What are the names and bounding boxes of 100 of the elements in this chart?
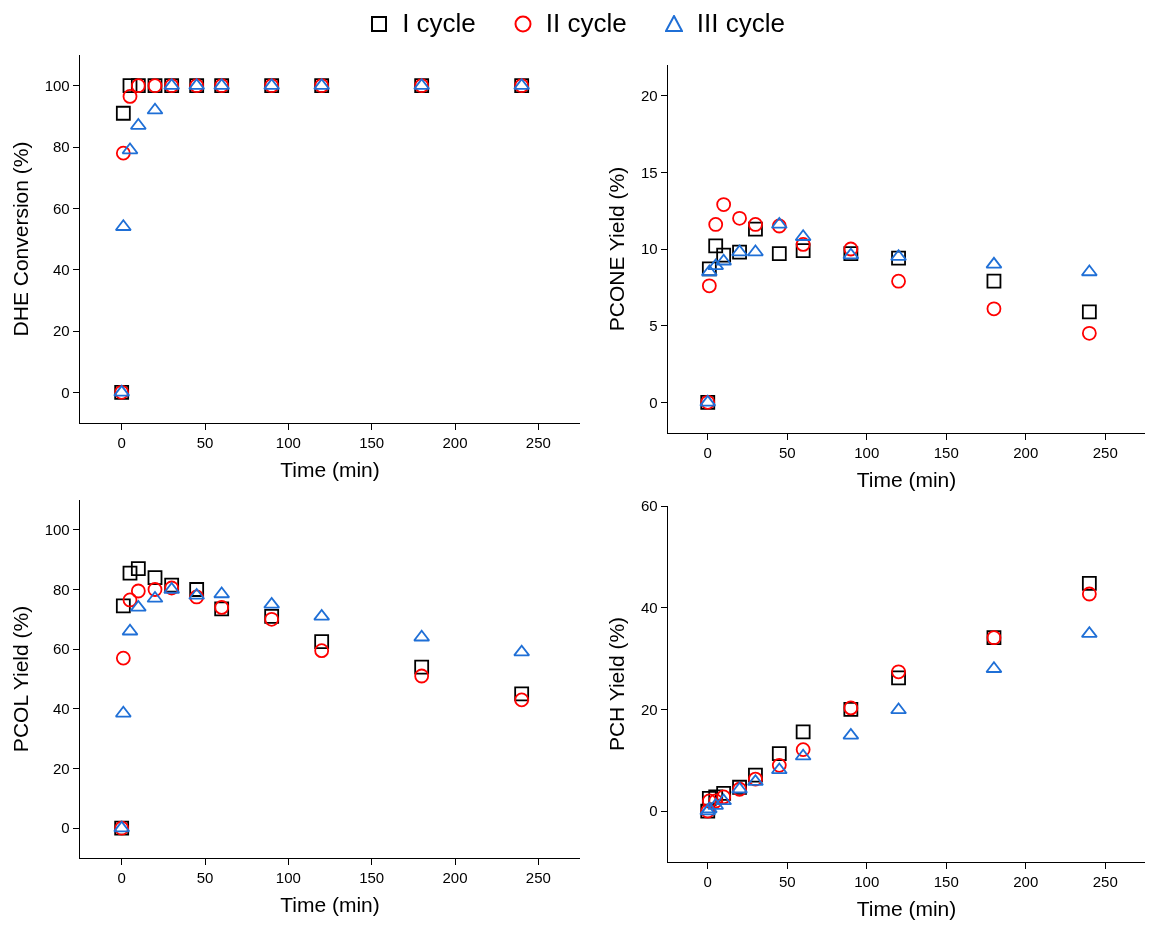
- point: [1081, 325, 1097, 341]
- point: [313, 608, 331, 621]
- point: [795, 742, 811, 757]
- point: [842, 727, 860, 740]
- point: [986, 273, 1002, 289]
- y-tick-label: 20: [53, 759, 70, 777]
- point: [891, 664, 906, 680]
- point: [770, 762, 788, 775]
- x-tick-label: 50: [196, 434, 214, 452]
- point: [708, 217, 724, 232]
- x-tick-label: 100: [275, 434, 301, 452]
- point: [794, 748, 812, 761]
- y-axis-title: DHE Conversion (%): [8, 141, 32, 337]
- point: [732, 210, 747, 226]
- y-tick-label: 0: [61, 819, 70, 837]
- point: [1081, 304, 1097, 320]
- point: [716, 247, 732, 263]
- x-tick-label: 50: [778, 444, 796, 462]
- x-tick-label: 200: [442, 869, 468, 887]
- x-tick-label: 0: [117, 434, 126, 452]
- y-axis-title: PCONE Yield (%): [605, 166, 629, 332]
- point: [513, 644, 531, 657]
- point: [748, 217, 763, 232]
- legend-label: I cycle: [402, 8, 476, 39]
- x-tick-label: 200: [1013, 873, 1039, 891]
- point: [890, 702, 907, 715]
- point: [314, 634, 330, 650]
- point: [1080, 264, 1098, 277]
- y-tick-label: 10: [641, 240, 658, 258]
- point: [715, 793, 733, 806]
- y-tick-label: 40: [53, 260, 70, 278]
- point: [985, 256, 1003, 269]
- y-tick-label: 20: [641, 86, 658, 104]
- point: [795, 243, 811, 258]
- point: [708, 238, 724, 254]
- x-axis-title: Time (min): [856, 468, 957, 492]
- point: [314, 643, 330, 659]
- y-tick-label: 40: [641, 598, 658, 616]
- y-tick-label: 15: [641, 163, 658, 181]
- point: [715, 253, 733, 266]
- point: [771, 746, 787, 762]
- y-tick-label: 0: [649, 393, 658, 411]
- point: [771, 218, 787, 234]
- y-tick-label: 60: [53, 640, 70, 658]
- x-tick-label: 200: [1013, 444, 1039, 462]
- y-tick-label: 100: [44, 76, 70, 94]
- x-tick-label: 0: [703, 444, 712, 462]
- point: [115, 145, 131, 161]
- point: [707, 258, 725, 271]
- x-tick-label: 100: [275, 869, 301, 887]
- point: [843, 241, 859, 257]
- point: [114, 705, 132, 718]
- point: [189, 589, 205, 605]
- point: [121, 623, 139, 636]
- point: [147, 582, 163, 597]
- y-axis-title: PCOL Yield (%): [8, 605, 32, 753]
- point: [115, 598, 131, 614]
- y-tick-label: 5: [649, 316, 658, 334]
- x-axis-title: Time (min): [280, 458, 380, 482]
- legend-label: III cycle: [696, 8, 785, 39]
- point: [891, 273, 906, 289]
- x-tick-label: 0: [117, 869, 126, 887]
- x-tick-label: 250: [525, 434, 551, 452]
- point: [414, 659, 430, 675]
- x-axis-title: Time (min): [280, 893, 380, 917]
- point: [716, 197, 732, 212]
- point: [213, 586, 231, 599]
- x-tick-label: 150: [933, 444, 959, 462]
- point: [891, 670, 906, 686]
- x-axis-title: Time (min): [856, 897, 957, 921]
- y-tick-label: 60: [641, 497, 658, 515]
- point: [986, 301, 1002, 317]
- y-tick-label: 60: [53, 199, 70, 217]
- x-tick-label: 0: [703, 873, 712, 891]
- legend-label: II cycle: [545, 8, 627, 39]
- x-tick-label: 150: [359, 434, 385, 452]
- point: [146, 102, 164, 115]
- x-tick-label: 50: [196, 869, 214, 887]
- point: [771, 246, 787, 261]
- x-tick-label: 150: [359, 869, 385, 887]
- point: [795, 237, 811, 252]
- point: [748, 767, 763, 783]
- x-tick-label: 150: [933, 873, 959, 891]
- point: [891, 250, 906, 266]
- point: [708, 793, 724, 809]
- y-axis-title: PCH Yield (%): [605, 616, 629, 752]
- point: [122, 565, 138, 581]
- point: [122, 78, 138, 94]
- x-tick-label: 250: [1092, 873, 1118, 891]
- y-tick-label: 80: [53, 580, 70, 598]
- point: [1081, 575, 1097, 591]
- x-tick-label: 200: [442, 434, 468, 452]
- point: [121, 142, 139, 155]
- point: [795, 724, 811, 740]
- point: [130, 561, 146, 577]
- point: [122, 592, 138, 608]
- x-tick-label: 50: [778, 873, 796, 891]
- point: [716, 785, 732, 801]
- point: [130, 583, 146, 599]
- x-tick-label: 100: [854, 444, 880, 462]
